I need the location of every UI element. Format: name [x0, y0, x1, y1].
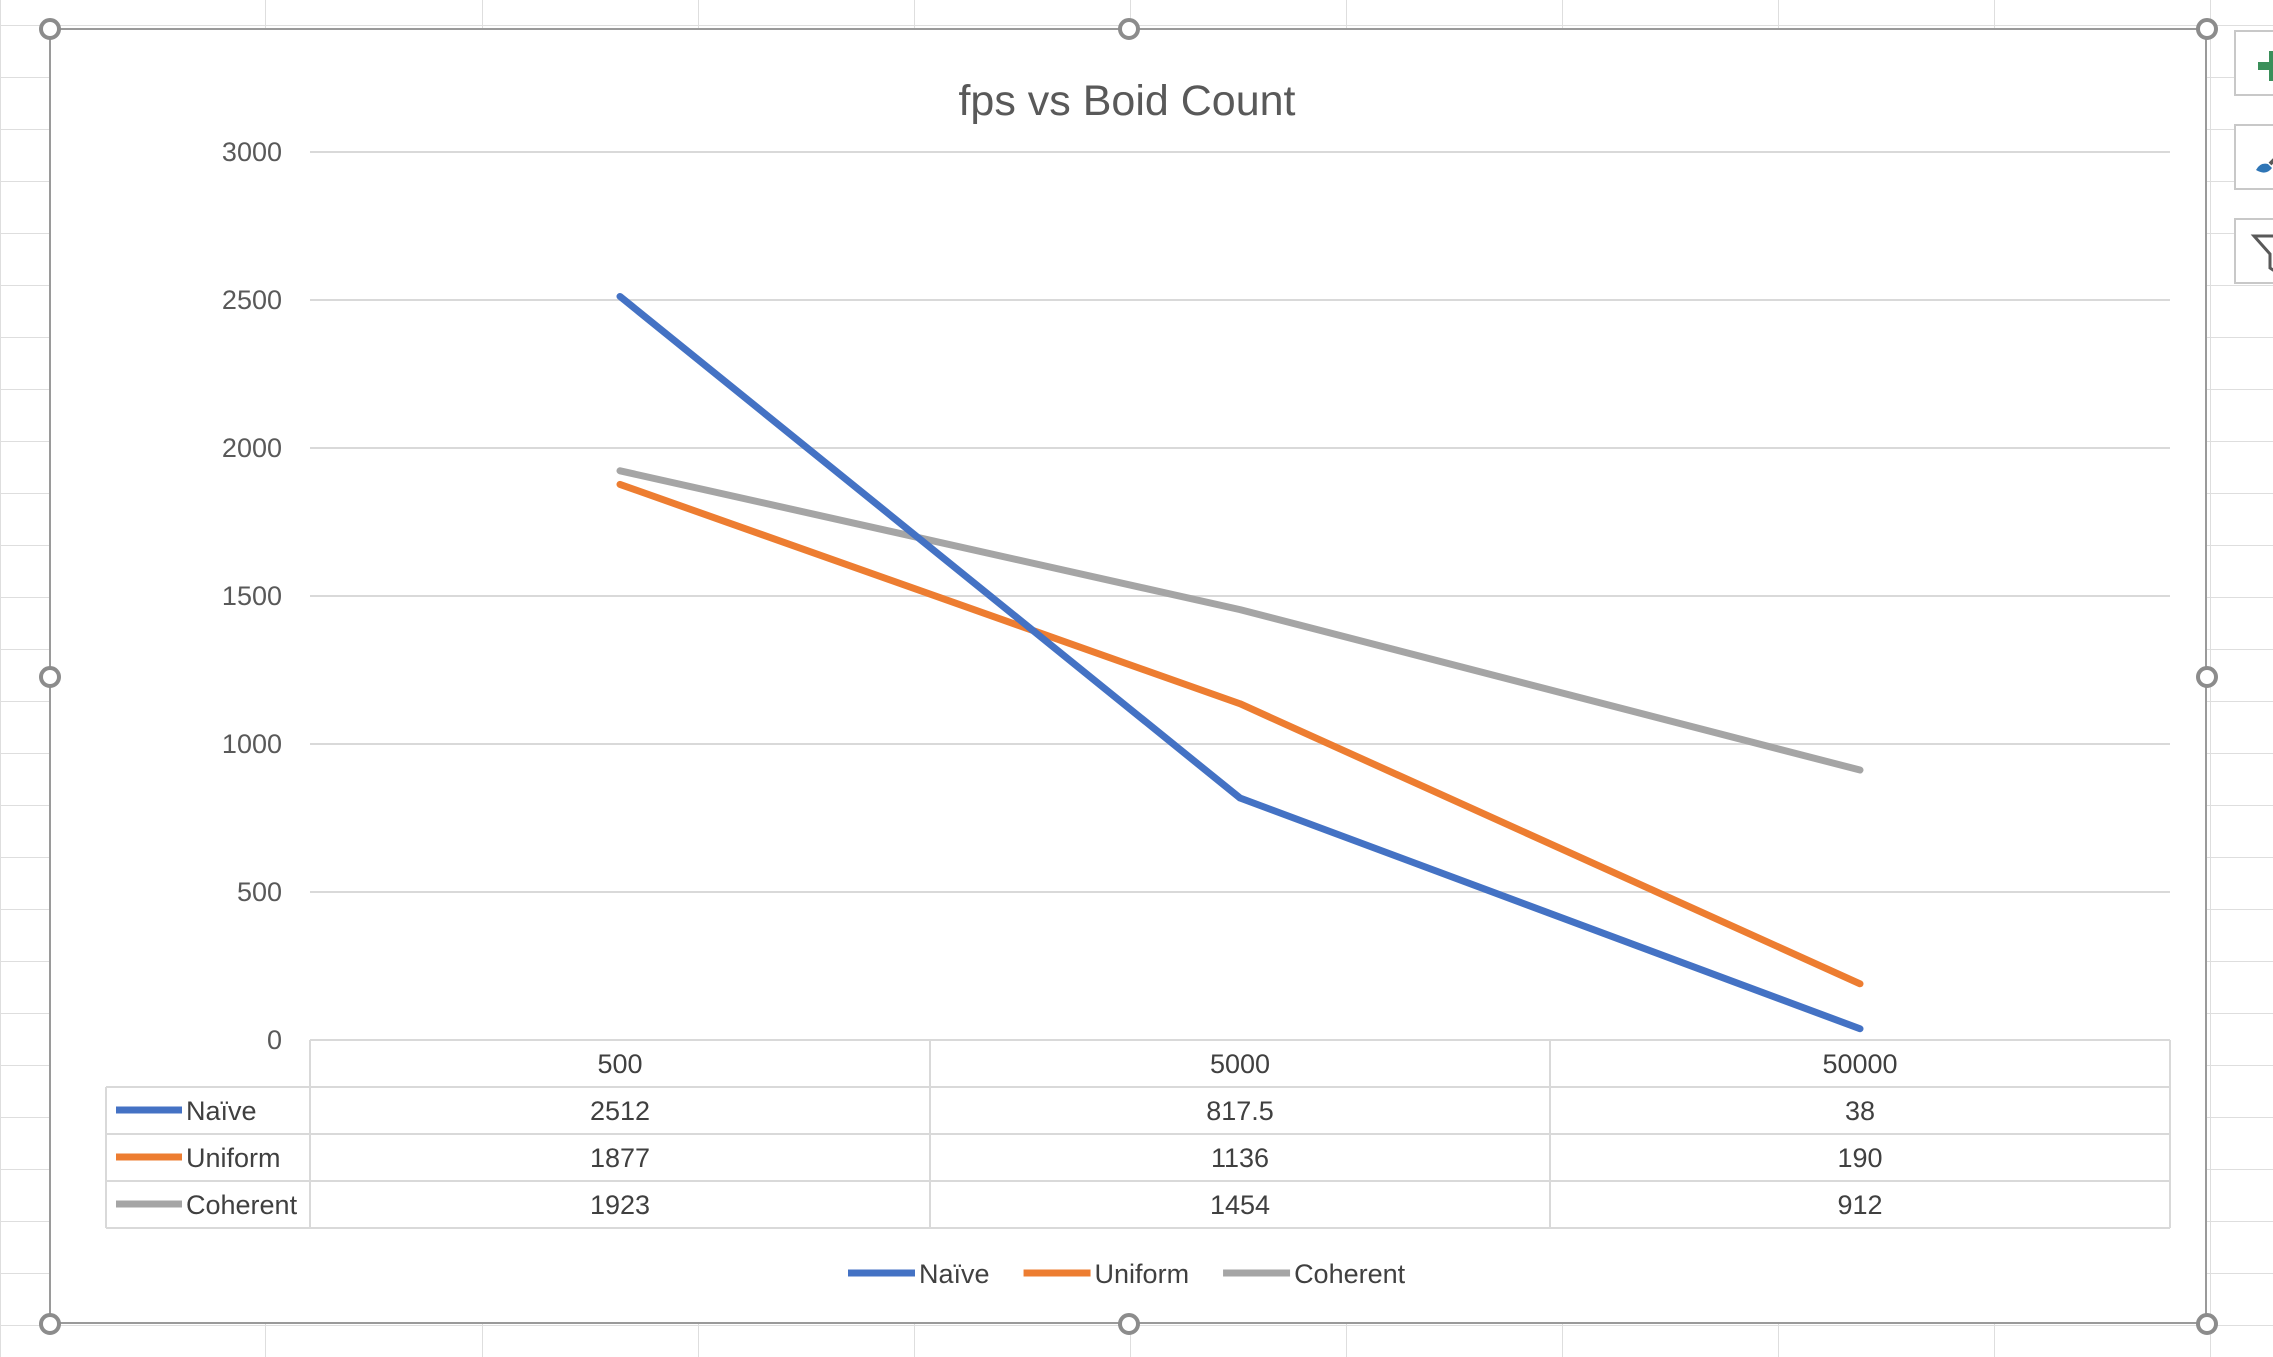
table-cell-value: 1877	[590, 1143, 650, 1173]
chart-styles-button[interactable]	[2234, 124, 2273, 190]
resize-handle-top[interactable]	[1118, 18, 1140, 40]
plus-icon	[2258, 51, 2273, 81]
series-line[interactable]	[616, 292, 1864, 1033]
table-cell-value: 912	[1837, 1190, 1882, 1220]
resize-handle-bottom[interactable]	[1118, 1313, 1140, 1335]
legend-entry[interactable]: Coherent	[1294, 1259, 1406, 1289]
table-cell-value: 1454	[1210, 1190, 1270, 1220]
resize-handle-left[interactable]	[39, 666, 61, 688]
x-category-label: 5000	[1210, 1049, 1270, 1079]
table-cell-value: 190	[1837, 1143, 1882, 1173]
table-series-name: Naïve	[186, 1096, 257, 1126]
table-cell-value: 817.5	[1206, 1096, 1274, 1126]
table-cell-value: 2512	[590, 1096, 650, 1126]
chart-filters-button[interactable]	[2234, 218, 2273, 284]
x-category-label: 500	[597, 1049, 642, 1079]
y-axis-labels: 0 500 1000 1500 2000 2500 3000	[222, 137, 282, 1055]
table-series-name: Coherent	[186, 1190, 298, 1220]
y-tick-label: 2500	[222, 285, 282, 315]
brush-icon	[2256, 158, 2273, 173]
resize-handle-top-right[interactable]	[2196, 18, 2218, 40]
filter-icon	[2250, 234, 2273, 272]
y-tick-label: 3000	[222, 137, 282, 167]
y-tick-label: 500	[237, 877, 282, 907]
series-lines	[616, 292, 1864, 1033]
gridlines	[310, 151, 2170, 893]
series-line[interactable]	[616, 480, 1864, 988]
chart-elements-button[interactable]	[2234, 30, 2273, 96]
legend-entry[interactable]: Naïve	[919, 1259, 990, 1289]
y-tick-label: 2000	[222, 433, 282, 463]
table-cell-value: 38	[1845, 1096, 1875, 1126]
resize-handle-bottom-left[interactable]	[39, 1313, 61, 1335]
y-tick-label: 1000	[222, 729, 282, 759]
y-tick-label: 0	[267, 1025, 282, 1055]
x-category-label: 50000	[1822, 1049, 1897, 1079]
table-cell-value: 1136	[1211, 1143, 1269, 1173]
table-cell-value: 1923	[590, 1190, 650, 1220]
chart-area[interactable]	[49, 28, 2207, 1324]
resize-handle-bottom-right[interactable]	[2196, 1313, 2218, 1335]
resize-handle-top-left[interactable]	[39, 18, 61, 40]
legend: Naïve Uniform Coherent	[848, 1259, 1406, 1289]
series-line[interactable]	[616, 467, 1864, 774]
chart-title[interactable]: fps vs Boid Count	[958, 77, 1295, 125]
y-tick-label: 1500	[222, 581, 282, 611]
resize-handle-right[interactable]	[2196, 666, 2218, 688]
data-table: 500 5000 50000 Naïve 2512 817.5 38 Uniform 1877 1…	[105, 1039, 2171, 1229]
table-series-name: Uniform	[186, 1143, 281, 1173]
legend-entry[interactable]: Uniform	[1095, 1259, 1190, 1289]
